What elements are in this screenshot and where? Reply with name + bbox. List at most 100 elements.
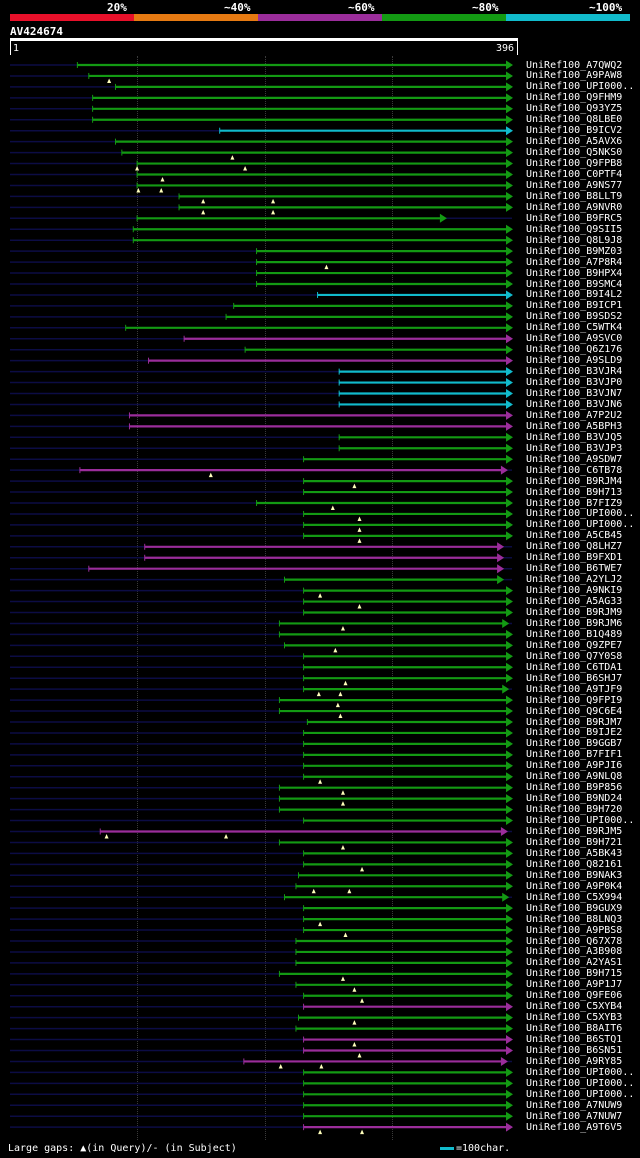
- hit-label[interactable]: UniRef100_B9H715: [526, 968, 623, 980]
- hit-label[interactable]: UniRef100_B9H713: [526, 486, 623, 498]
- hit-label[interactable]: UniRef100_B9SMC4: [526, 278, 623, 290]
- hit-label[interactable]: UniRef100_B9SDS2: [526, 311, 623, 323]
- hit-label[interactable]: UniRef100_B9FXD1: [526, 552, 623, 564]
- hit-label[interactable]: UniRef100_A7P8R4: [526, 256, 623, 268]
- hit-label[interactable]: UniRef100_B9GUX9: [526, 902, 623, 914]
- hit-label[interactable]: UniRef100_B6TWE7: [526, 563, 623, 575]
- hit-label[interactable]: UniRef100_C0PTF4: [526, 169, 623, 180]
- hit-label[interactable]: UniRef100_B9ND24: [526, 793, 623, 805]
- hit-label[interactable]: UniRef100_A9SLD9: [526, 355, 623, 367]
- hit-label[interactable]: UniRef100_UPI000..: [526, 1088, 635, 1100]
- hit-label[interactable]: UniRef100_B9HPX4: [526, 267, 623, 279]
- hit-label[interactable]: UniRef100_A9P0K4: [526, 880, 623, 892]
- hit-label[interactable]: UniRef100_UPI000..: [526, 508, 635, 520]
- hit-label[interactable]: UniRef100_A9NKI9: [526, 585, 623, 597]
- hit-label[interactable]: UniRef100_Q7Y0S8: [526, 650, 623, 662]
- hit-label[interactable]: UniRef100_A7QWQ2: [526, 59, 623, 71]
- hit-label[interactable]: UniRef100_Q8L9J8: [526, 234, 623, 246]
- hit-label[interactable]: UniRef100_B3VJP0: [526, 377, 623, 389]
- hit-end-arrow: [506, 1035, 513, 1045]
- hit-label[interactable]: UniRef100_B3VJN7: [526, 388, 623, 399]
- hit-label[interactable]: UniRef100_B6STQ1: [526, 1034, 623, 1046]
- hit-label[interactable]: UniRef100_Q6Z176: [526, 344, 623, 356]
- hit-label[interactable]: UniRef100_B3VJP3: [526, 442, 623, 454]
- hit-label[interactable]: UniRef100_Q9ZPE7: [526, 639, 623, 651]
- hit-label[interactable]: UniRef100_Q8LBE0: [526, 114, 623, 126]
- hit-label[interactable]: UniRef100_B9RJM9: [526, 607, 623, 618]
- hit-label[interactable]: UniRef100_UPI000..: [526, 81, 635, 93]
- hit-label[interactable]: UniRef100_A9NVR0: [526, 201, 623, 213]
- hit-label[interactable]: UniRef100_A9TJF9: [526, 683, 623, 695]
- hit-label[interactable]: UniRef100_C5WTK4: [526, 322, 623, 334]
- hit-label[interactable]: UniRef100_A9NLQ8: [526, 771, 623, 783]
- hit-label[interactable]: UniRef100_B9ICP1: [526, 300, 623, 312]
- hit-label[interactable]: UniRef100_A7P2U2: [526, 409, 623, 421]
- hit-label[interactable]: UniRef100_B9IJE2: [526, 727, 623, 739]
- hit-label[interactable]: UniRef100_A9P1J7: [526, 979, 623, 991]
- hit-label[interactable]: UniRef100_B6SN51: [526, 1045, 623, 1056]
- hit-label[interactable]: UniRef100_UPI000..: [526, 815, 635, 827]
- hit-label[interactable]: UniRef100_B8LNQ3: [526, 913, 623, 925]
- hit-label[interactable]: UniRef100_B9GGB7: [526, 738, 623, 750]
- hit-label[interactable]: UniRef100_UPI000..: [526, 1066, 635, 1078]
- hit-label[interactable]: UniRef100_A5AVX6: [526, 136, 623, 148]
- hit-label[interactable]: UniRef100_A2YAS1: [526, 957, 623, 969]
- hit-label[interactable]: UniRef100_B9MZ03: [526, 245, 623, 257]
- hit-label[interactable]: UniRef100_Q8LHZ7: [526, 541, 623, 553]
- hit-label[interactable]: UniRef100_B9ICV2: [526, 125, 623, 137]
- hit-label[interactable]: UniRef100_B9H720: [526, 804, 623, 816]
- hit-label[interactable]: UniRef100_UPI000..: [526, 1077, 635, 1089]
- hit-label[interactable]: UniRef100_A9PJI6: [526, 760, 623, 772]
- hit-label[interactable]: UniRef100_Q9FHM9: [526, 92, 623, 104]
- hit-label[interactable]: UniRef100_A7NUW9: [526, 1099, 623, 1111]
- hit-label[interactable]: UniRef100_Q93YZ5: [526, 103, 623, 115]
- hit-label[interactable]: UniRef100_B7FIF1: [526, 749, 623, 761]
- hit-label[interactable]: UniRef100_A5AG33: [526, 596, 623, 608]
- hit-label[interactable]: UniRef100_B7FIZ9: [526, 497, 623, 509]
- hit-label[interactable]: UniRef100_C5XYB3: [526, 1012, 623, 1024]
- hit-label[interactable]: UniRef100_C6TB78: [526, 464, 623, 476]
- hit-label[interactable]: UniRef100_C5XYB4: [526, 1001, 623, 1013]
- hit-label[interactable]: UniRef100_B3VJN6: [526, 398, 623, 410]
- hit-label[interactable]: UniRef100_A9SDW7: [526, 453, 623, 465]
- hit-end-arrow: [506, 115, 513, 125]
- hit-label[interactable]: UniRef100_A9NS77: [526, 179, 623, 191]
- hit-label[interactable]: UniRef100_B9I4L2: [526, 289, 623, 301]
- hit-label[interactable]: UniRef100_B3VJR4: [526, 366, 623, 378]
- hit-label[interactable]: UniRef100_C5X994: [526, 891, 623, 903]
- hit-label[interactable]: UniRef100_A9RY85: [526, 1055, 623, 1067]
- hit-label[interactable]: UniRef100_UPI000..: [526, 519, 635, 531]
- hit-label[interactable]: UniRef100_Q9FE06: [526, 990, 623, 1002]
- hit-label[interactable]: UniRef100_Q82161: [526, 858, 623, 870]
- hit-label[interactable]: UniRef100_B9RJM7: [526, 716, 623, 728]
- hit-label[interactable]: UniRef100_Q9FPB8: [526, 158, 623, 170]
- hit-label[interactable]: UniRef100_B3VJQ5: [526, 431, 623, 443]
- hit-label[interactable]: UniRef100_B9H721: [526, 836, 623, 848]
- hit-label[interactable]: UniRef100_B6SHJ7: [526, 672, 623, 684]
- hit-label[interactable]: UniRef100_Q9FPI9: [526, 694, 623, 706]
- hit-label[interactable]: UniRef100_A7NUW7: [526, 1110, 623, 1122]
- hit-label[interactable]: UniRef100_A5BPH3: [526, 420, 623, 432]
- hit-label[interactable]: UniRef100_Q9SII5: [526, 223, 623, 235]
- hit-label[interactable]: UniRef100_B9FRC5: [526, 212, 623, 224]
- hit-label[interactable]: UniRef100_C6TDA1: [526, 661, 623, 673]
- hit-label[interactable]: UniRef100_A9PAW8: [526, 70, 623, 82]
- hit-label[interactable]: UniRef100_B9NAK3: [526, 869, 623, 881]
- hit-label[interactable]: UniRef100_B9RJM5: [526, 826, 623, 837]
- hit-label[interactable]: UniRef100_Q5NKS0: [526, 147, 623, 159]
- hit-label[interactable]: UniRef100_A9T6V5: [526, 1121, 623, 1133]
- hit-label[interactable]: UniRef100_A9PBS8: [526, 924, 623, 936]
- hit-label[interactable]: UniRef100_A5CB45: [526, 530, 623, 542]
- hit-label[interactable]: UniRef100_B8AIT6: [526, 1023, 623, 1035]
- hit-label[interactable]: UniRef100_B9P856: [526, 782, 623, 794]
- hit-label[interactable]: UniRef100_A5BK43: [526, 847, 623, 859]
- hit-label[interactable]: UniRef100_A3B908: [526, 946, 623, 958]
- hit-label[interactable]: UniRef100_B1Q489: [526, 628, 623, 640]
- hit-label[interactable]: UniRef100_Q9C6E4: [526, 705, 623, 717]
- hit-label[interactable]: UniRef100_B9RJM4: [526, 475, 623, 487]
- hit-label[interactable]: UniRef100_Q67X78: [526, 935, 623, 947]
- hit-label[interactable]: UniRef100_A9SVC0: [526, 333, 623, 345]
- hit-label[interactable]: UniRef100_A2YLJ2: [526, 574, 623, 586]
- hit-label[interactable]: UniRef100_B9RJM6: [526, 617, 623, 629]
- hit-label[interactable]: UniRef100_B8LLT9: [526, 190, 623, 202]
